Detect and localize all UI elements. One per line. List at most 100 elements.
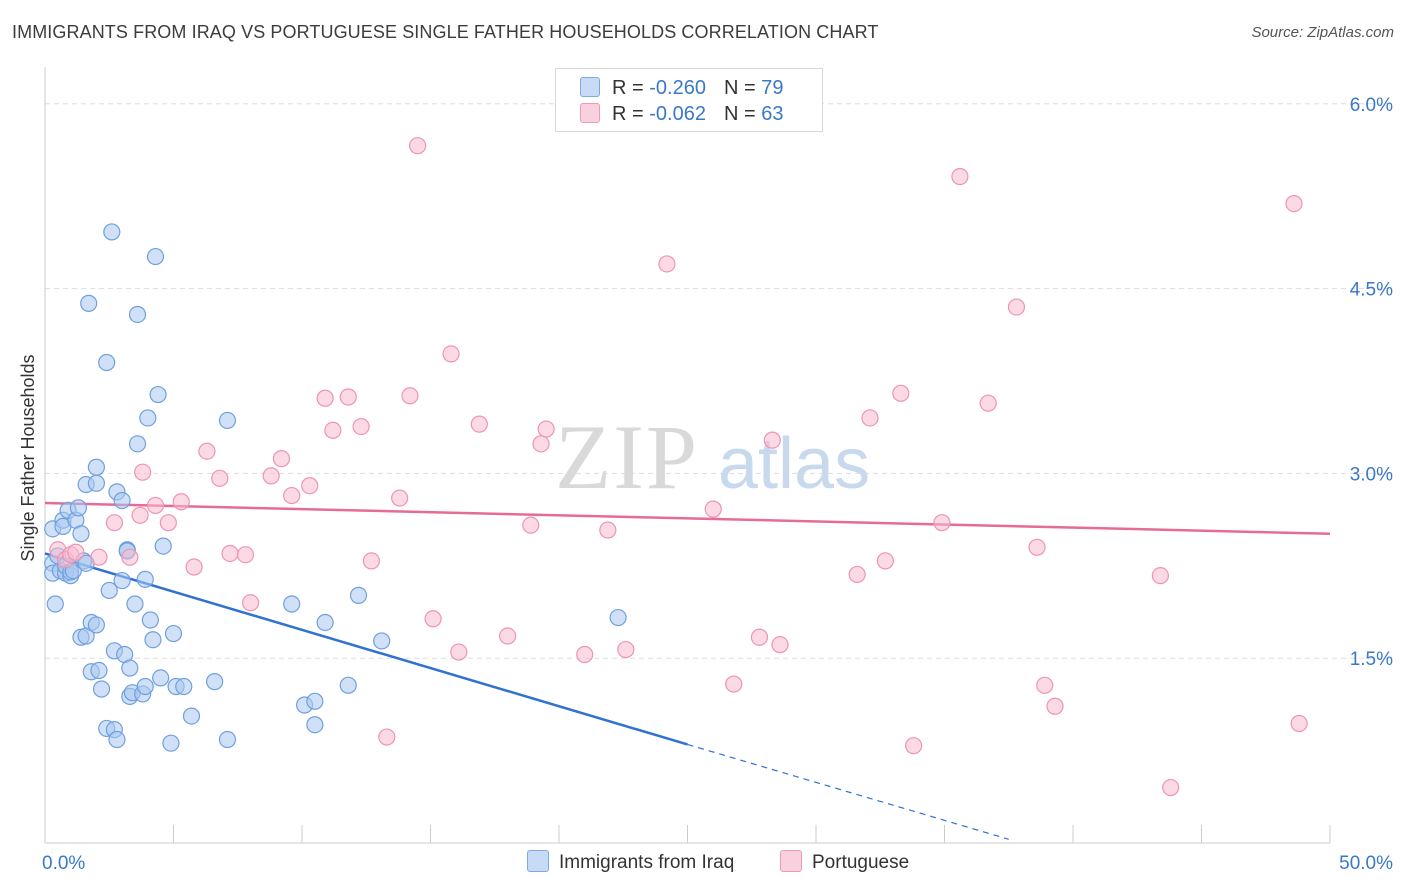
iraq-point <box>306 716 324 734</box>
axis-labels: 1.5% 3.0% 4.5% 6.0% 0.0% 50.0% Single Father H… <box>18 95 1393 874</box>
portuguese-point <box>450 643 468 661</box>
portuguese-point <box>409 137 427 155</box>
iraq-point <box>146 247 165 266</box>
portuguese-point <box>951 167 969 186</box>
iraq-point <box>339 676 357 694</box>
portuguese-point <box>401 387 419 405</box>
iraq-point <box>206 673 224 691</box>
iraq-point <box>72 525 90 543</box>
portuguese-swatch-icon <box>580 103 600 123</box>
portuguese-point <box>378 728 396 746</box>
legend-row-portuguese: R = -0.062 N = 63 <box>580 103 783 129</box>
iraq-point <box>373 632 391 650</box>
iraq-point <box>152 669 170 687</box>
iraq-point <box>87 616 106 634</box>
portuguese-point <box>499 627 517 645</box>
iraq-point <box>113 571 131 590</box>
iraq-point <box>108 730 126 749</box>
data-points <box>44 137 1308 797</box>
portuguese-point <box>933 514 951 532</box>
watermark-atlas: atlas <box>718 424 870 504</box>
iraq-point <box>87 458 106 476</box>
iraq-point <box>182 707 201 725</box>
legend-row-iraq: R = -0.260 N = 79 <box>580 77 783 103</box>
iraq-point <box>139 409 157 427</box>
portuguese-r-value: -0.062 <box>649 103 706 125</box>
y-tick-label: 1.5% <box>1350 649 1393 670</box>
iraq-point <box>283 595 301 613</box>
portuguese-point <box>1046 697 1064 715</box>
portuguese-point <box>763 431 781 449</box>
iraq-point <box>164 624 183 643</box>
portuguese-point <box>532 435 550 453</box>
iraq-n-label: N = <box>723 77 762 99</box>
portuguese-point <box>771 636 789 654</box>
x-tick-label-max: 50.0% <box>1339 853 1393 874</box>
iraq-point <box>87 474 106 492</box>
portuguese-point <box>848 565 866 584</box>
portuguese-point <box>1036 676 1054 694</box>
portuguese-point <box>861 409 879 427</box>
iraq-point <box>218 411 237 430</box>
iraq-point <box>46 595 64 613</box>
portuguese-point <box>185 558 203 576</box>
iraq-point <box>144 631 162 649</box>
iraq-point <box>100 581 118 600</box>
iraq-point <box>90 661 108 680</box>
portuguese-point <box>1151 567 1169 585</box>
legend-iraq-label: Immigrants from Iraq <box>559 852 735 873</box>
chart-title: IMMIGRANTS FROM IRAQ VS PORTUGUESE SINGL… <box>12 22 879 42</box>
portuguese-point <box>272 450 291 468</box>
iraq-point <box>113 491 131 510</box>
portuguese-point <box>442 345 460 363</box>
iraq-point <box>126 595 144 613</box>
portuguese-point <box>617 640 635 659</box>
portuguese-point <box>1028 538 1046 556</box>
portuguese-point <box>301 477 319 495</box>
iraq-point <box>141 611 159 629</box>
portuguese-point <box>537 420 555 438</box>
iraq-point <box>69 499 88 517</box>
iraq-point <box>306 692 324 710</box>
portuguese-point <box>324 421 342 439</box>
legend-iraq-swatch-icon <box>527 850 549 872</box>
iraq-point <box>128 435 147 453</box>
portuguese-point <box>236 546 255 564</box>
iraq-point <box>136 570 154 588</box>
legend-portuguese-label: Portuguese <box>812 852 910 873</box>
iraq-point <box>609 608 627 627</box>
portuguese-point <box>905 737 923 755</box>
portuguese-point <box>134 463 152 481</box>
portuguese-point <box>658 255 676 273</box>
portuguese-point <box>105 514 123 532</box>
iraq-trend-extension <box>687 743 1009 840</box>
portuguese-point <box>876 552 894 570</box>
portuguese-point <box>725 675 743 693</box>
source-label: Source: ZipAtlas.com <box>1251 24 1394 41</box>
correlation-legend: R = -0.260 N = 79 R = -0.062 N = 63 <box>555 68 823 132</box>
x-tick-label-min: 0.0% <box>42 853 85 874</box>
iraq-point <box>136 677 154 696</box>
iraq-point <box>92 680 111 698</box>
portuguese-point <box>1007 298 1026 316</box>
portuguese-point <box>146 496 165 515</box>
portuguese-point <box>599 521 617 539</box>
iraq-point <box>154 537 172 555</box>
portuguese-point <box>892 384 910 402</box>
axes <box>44 67 1331 844</box>
legend-portuguese-swatch-icon <box>780 850 802 872</box>
iraq-point <box>103 223 121 241</box>
portuguese-point <box>211 469 229 487</box>
portuguese-point <box>979 394 997 412</box>
portuguese-point <box>704 500 722 518</box>
iraq-trend-line <box>44 552 688 746</box>
portuguese-point <box>283 486 301 505</box>
y-tick-label: 4.5% <box>1350 280 1393 301</box>
iraq-r-label: R = <box>612 77 650 99</box>
portuguese-point <box>198 442 216 460</box>
portuguese-point <box>391 489 409 507</box>
iraq-r-value: -0.260 <box>649 77 706 99</box>
iraq-swatch-icon <box>580 77 600 97</box>
iraq-point <box>349 586 368 604</box>
